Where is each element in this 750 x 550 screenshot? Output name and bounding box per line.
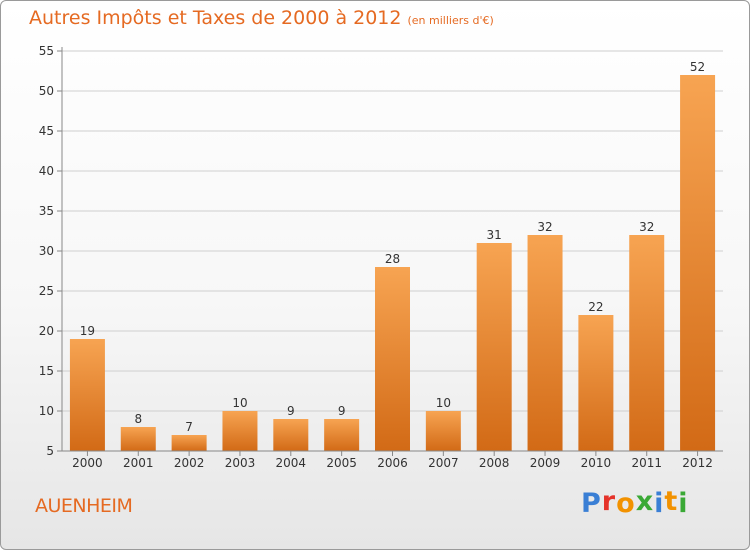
- data-label: 10: [232, 396, 247, 410]
- logo-letter: r: [601, 486, 617, 517]
- data-label: 8: [134, 412, 142, 426]
- y-tick-label: 10: [39, 404, 54, 418]
- y-tick-label: 20: [39, 324, 54, 338]
- bar-2001: [120, 427, 156, 451]
- bar-2003: [222, 411, 258, 451]
- data-label: 22: [588, 300, 603, 314]
- x-tick-label: 2004: [276, 456, 307, 470]
- data-label: 31: [487, 228, 502, 242]
- labels: 5 10 15 20 25 30 35 40 45 50 55 19 2000 8 2001 7 2002 10 2…: [39, 44, 713, 470]
- y-tick-label: 5: [46, 444, 54, 458]
- data-label: 9: [287, 404, 295, 418]
- data-label: 9: [338, 404, 346, 418]
- y-tick-label: 40: [39, 164, 54, 178]
- bar-2010: [578, 315, 614, 451]
- y-tick-label: 30: [39, 244, 54, 258]
- logo-letter: t: [664, 486, 679, 517]
- logo-letter: x: [635, 486, 655, 517]
- logo-letter: o: [616, 488, 636, 519]
- data-label: 32: [537, 220, 552, 234]
- chart-unit-note: (en milliers d'€): [407, 14, 494, 27]
- bar-2004: [273, 419, 309, 451]
- data-label: 19: [80, 324, 95, 338]
- x-tick-label: 2005: [326, 456, 357, 470]
- commune-name: AUENHEIM: [35, 495, 133, 517]
- logo-letter: P: [581, 488, 602, 519]
- x-tick-label: 2000: [72, 456, 103, 470]
- bars: [69, 75, 716, 451]
- y-tick-label: 50: [39, 84, 54, 98]
- y-tick-label: 25: [39, 284, 54, 298]
- x-tick-label: 2012: [682, 456, 713, 470]
- x-tick-label: 2002: [174, 456, 205, 470]
- bar-2007: [425, 411, 461, 451]
- bar-2009: [527, 235, 563, 451]
- axes: [57, 47, 723, 456]
- bar-2002: [171, 435, 207, 451]
- chart-title: Autres Impôts et Taxes de 2000 à 2012 (en…: [29, 7, 494, 29]
- bar-2005: [324, 419, 360, 451]
- data-label: 28: [385, 252, 400, 266]
- data-label: 7: [185, 420, 193, 434]
- chart-title-text: Autres Impôts et Taxes de 2000 à 2012: [29, 7, 402, 29]
- bar-2006: [375, 267, 410, 451]
- x-tick-label: 2009: [530, 456, 561, 470]
- x-tick-label: 2006: [377, 456, 408, 470]
- y-tick-label: 35: [39, 204, 54, 218]
- x-tick-label: 2011: [631, 456, 662, 470]
- y-tick-label: 45: [39, 124, 54, 138]
- logo-letter: i: [654, 488, 665, 519]
- x-tick-label: 2003: [225, 456, 256, 470]
- data-label: 32: [639, 220, 654, 234]
- bar-2008: [476, 243, 512, 451]
- data-label: 52: [690, 60, 705, 74]
- logo-letter: i: [678, 488, 689, 519]
- y-tick-label: 55: [39, 44, 54, 58]
- y-tick-label: 15: [39, 364, 54, 378]
- proxiti-logo: Proxiti: [581, 486, 689, 519]
- bar-2000: [69, 339, 105, 451]
- bar-2012: [680, 75, 716, 451]
- data-label: 10: [436, 396, 451, 410]
- x-tick-label: 2007: [428, 456, 459, 470]
- x-tick-label: 2010: [581, 456, 612, 470]
- x-tick-label: 2008: [479, 456, 510, 470]
- bar-2011: [629, 235, 665, 451]
- x-tick-label: 2001: [123, 456, 154, 470]
